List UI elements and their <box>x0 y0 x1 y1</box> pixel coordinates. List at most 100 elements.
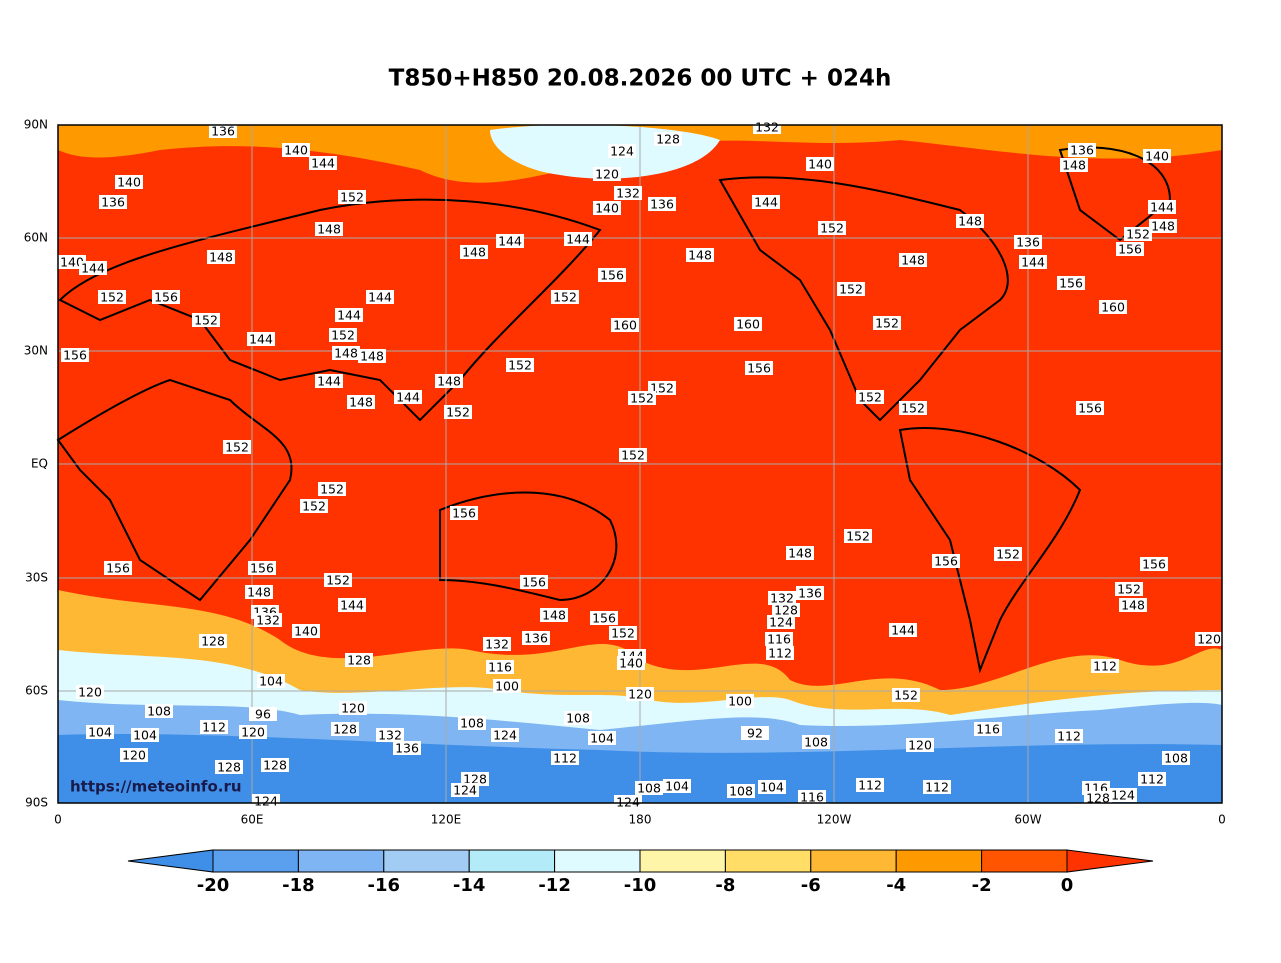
contour-label: 104 <box>758 780 786 795</box>
contour-label: 108 <box>564 711 592 726</box>
contour-label-text: 112 <box>768 646 792 661</box>
contour-label: 132 <box>483 637 511 652</box>
contour-label: 152 <box>873 316 901 331</box>
contour-label-bg <box>796 586 824 600</box>
contour-label: 156 <box>1140 557 1168 572</box>
contour-label: 156 <box>61 348 89 363</box>
contour-label: 152 <box>1124 227 1152 242</box>
contour-label-text: 104 <box>133 728 157 743</box>
lat-label: 60S <box>25 684 48 698</box>
contour-label-bg <box>726 694 754 708</box>
contour-label-bg <box>347 395 375 409</box>
colorbar-label: -6 <box>801 875 821 896</box>
contour-label-text: 148 <box>317 222 341 237</box>
contour-label-text: 152 <box>846 529 870 544</box>
contour-label-bg <box>1060 158 1088 172</box>
contour-label-bg <box>486 660 514 674</box>
contour-label: 152 <box>994 547 1022 562</box>
contour-label: 140 <box>58 255 86 270</box>
contour-label: 136 <box>99 195 127 210</box>
contour-label: 144 <box>335 308 363 323</box>
contour-label-bg <box>339 701 367 715</box>
contour-label-text: 120 <box>341 701 365 716</box>
contour-label-bg <box>745 361 773 375</box>
contour-label-bg <box>590 611 618 625</box>
contour-label-text: 140 <box>808 157 832 172</box>
contour-label-bg <box>1138 772 1166 786</box>
contour-label-text: 148 <box>437 374 461 389</box>
contour-label: 144 <box>496 234 524 249</box>
contour-label: 120 <box>906 738 934 753</box>
contour-label-bg <box>76 685 104 699</box>
contour-label-bg <box>758 780 786 794</box>
contour-label-bg <box>200 720 228 734</box>
contour-label: 112 <box>766 646 794 661</box>
contour-label: 132 <box>254 613 282 628</box>
contour-label-bg <box>626 687 654 701</box>
contour-label: 128 <box>215 760 243 775</box>
contour-label-text: 104 <box>259 674 283 689</box>
contour-label-bg <box>540 608 568 622</box>
contour-label: 108 <box>1162 751 1190 766</box>
contour-label-bg <box>772 603 800 617</box>
contour-label: 148 <box>358 349 386 364</box>
contour-label: 148 <box>435 374 463 389</box>
contour-label-text: 128 <box>333 722 357 737</box>
contour-label-text: 108 <box>804 735 828 750</box>
contour-label-text: 112 <box>1140 772 1164 787</box>
contour-label: 100 <box>493 679 521 694</box>
contour-label-bg <box>249 707 277 721</box>
contour-label-bg <box>318 482 346 496</box>
contour-label: 156 <box>1057 276 1085 291</box>
contour-label: 92 <box>741 726 769 741</box>
contour-label-text: 160 <box>736 317 760 332</box>
contour-label: 152 <box>506 358 534 373</box>
contour-label: 144 <box>366 290 394 305</box>
contour-label-text: 128 <box>463 772 487 787</box>
contour-label-text: 116 <box>976 722 1000 737</box>
colorbar-label: -20 <box>197 875 230 896</box>
contour-label: 140 <box>292 624 320 639</box>
contour-label-text: 128 <box>774 603 798 618</box>
contour-label: 148 <box>1119 598 1147 613</box>
contour-label-text: 124 <box>616 795 640 810</box>
contour-label-text: 152 <box>1117 582 1141 597</box>
contour-label: 156 <box>520 575 548 590</box>
contour-label: 124 <box>608 144 636 159</box>
contour-label-bg <box>332 346 360 360</box>
colorbar-box <box>212 849 299 873</box>
contour-label: 152 <box>856 390 884 405</box>
contour-label-bg <box>451 783 479 797</box>
contour-label-text: 152 <box>820 221 844 236</box>
contour-label: 104 <box>663 779 691 794</box>
contour-label: 148 <box>347 395 375 410</box>
contour-label: 140 <box>617 656 645 671</box>
contour-label-text: 152 <box>996 547 1020 562</box>
contour-label: 128 <box>772 603 800 618</box>
contour-label-text: 100 <box>495 679 519 694</box>
contour-label-text: 156 <box>934 554 958 569</box>
contour-label-text: 152 <box>1126 227 1150 242</box>
contour-label-bg <box>1084 791 1112 805</box>
contour-label-bg <box>145 704 173 718</box>
contour-label-text: 148 <box>1121 598 1145 613</box>
contour-label-bg <box>628 391 656 405</box>
contour-label-bg <box>261 758 289 772</box>
contour-label: 144 <box>309 156 337 171</box>
contour-label-text: 116 <box>800 790 824 805</box>
contour-label-bg <box>734 317 762 331</box>
contour-label-bg <box>1109 788 1137 802</box>
contour-label: 108 <box>458 716 486 731</box>
contour-label: 112 <box>1091 659 1119 674</box>
contour-label-bg <box>619 448 647 462</box>
contour-label-bg <box>564 711 592 725</box>
colorbar-label: -14 <box>453 875 486 896</box>
contour-label-bg <box>1076 401 1104 415</box>
contour-label: 144 <box>247 332 275 347</box>
contour-label-text: 120 <box>1197 632 1221 647</box>
colorbar: -20 -18 -16 -14 -12 -10 -8 -6 -4 -2 0 <box>127 849 1154 896</box>
contour-label-bg <box>654 132 682 146</box>
contour-label-bg <box>199 634 227 648</box>
contour-label-text: 152 <box>894 688 918 703</box>
